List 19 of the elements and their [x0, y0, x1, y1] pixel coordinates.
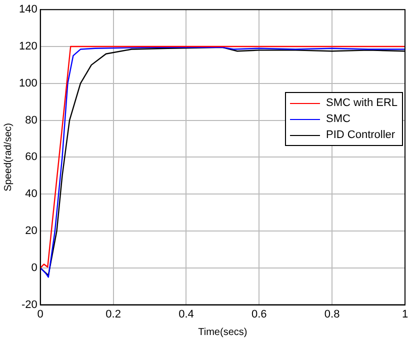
y-tick-label: 20	[25, 225, 38, 238]
y-tick-label: 60	[25, 151, 38, 164]
y-tick-label: 140	[18, 4, 38, 16]
x-tick-label: 0.6	[251, 308, 267, 320]
x-tick-label: 0.4	[178, 308, 194, 320]
y-axis-title: Speed(rad/sec)	[2, 123, 14, 192]
y-tick-label: 100	[18, 77, 38, 90]
legend-label: SMC	[326, 112, 350, 128]
y-tick-label: 120	[18, 40, 38, 53]
y-tick-label: -20	[21, 298, 38, 311]
y-tick-label: 0	[31, 262, 38, 274]
y-tick-label: 40	[25, 188, 38, 200]
x-tick-label: 0.8	[324, 308, 340, 320]
x-tick-label: 0.2	[106, 308, 121, 320]
legend-label: SMC with ERL	[326, 96, 398, 112]
x-axis-title: Time(secs)	[198, 326, 248, 338]
legend-label: PID Controller	[326, 128, 396, 144]
x-tick-label: 1	[402, 308, 408, 320]
y-tick-label: 80	[25, 114, 38, 126]
